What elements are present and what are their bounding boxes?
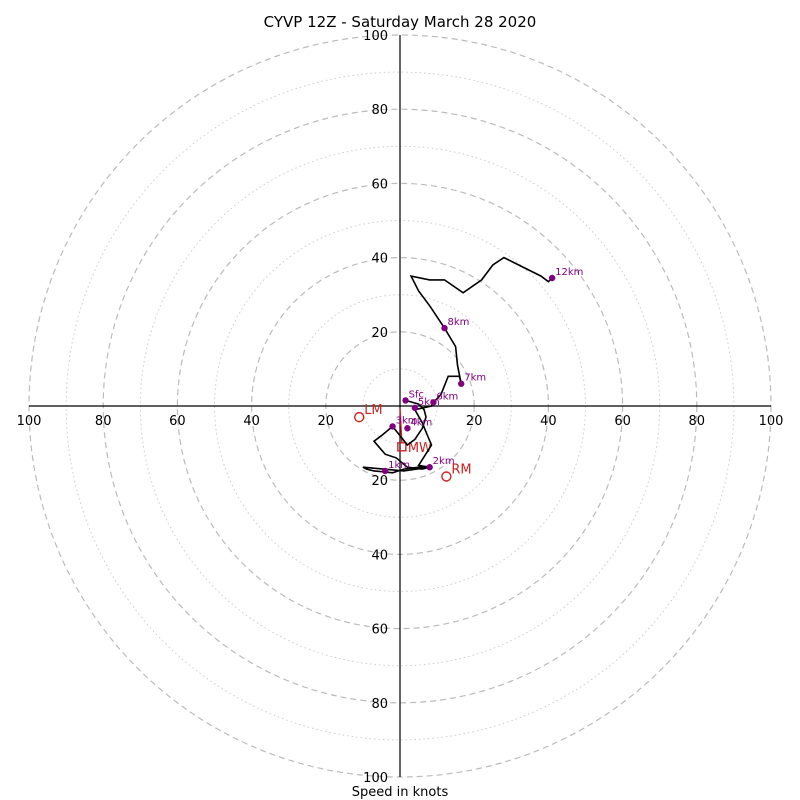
- x-axis-label: Speed in knots: [352, 785, 449, 800]
- y-tick-label: 100: [363, 771, 388, 786]
- y-tick-label: 40: [371, 252, 388, 267]
- x-tick-label: 40: [243, 414, 260, 429]
- y-tick-label: 100: [363, 29, 388, 44]
- height-marker-label: 6km: [436, 391, 458, 402]
- height-marker-point: [548, 274, 556, 282]
- height-marker-point: [381, 467, 389, 475]
- axes: [29, 35, 771, 777]
- storm-motion-marker: [353, 411, 365, 423]
- x-tick-label: 80: [95, 414, 112, 429]
- chart-title: CYVP 12Z - Saturday March 28 2020: [264, 13, 537, 31]
- y-tick-label: 20: [371, 326, 388, 341]
- height-marker-label: 2km: [433, 456, 455, 467]
- height-marker-label: 5km: [418, 397, 440, 408]
- height-marker-label: Sfc: [409, 389, 424, 400]
- height-marker-point: [458, 380, 465, 387]
- height-marker-point: [411, 404, 419, 412]
- x-tick-label: 100: [759, 414, 784, 429]
- x-tick-label: 80: [689, 414, 706, 429]
- storm-motion-label: RM: [451, 462, 471, 477]
- x-tick-label: 20: [318, 414, 335, 429]
- x-tick-label: 40: [540, 414, 557, 429]
- height-marker-label: 8km: [448, 317, 470, 328]
- storm-motion-markers: LM RM MW: [353, 403, 472, 482]
- height-marker-point: [426, 464, 433, 471]
- x-tick-label: 60: [614, 414, 631, 429]
- mean-wind-label: MW: [408, 441, 432, 456]
- hodograph-trace: [362, 256, 553, 474]
- height-marker-label: 4km: [410, 417, 432, 428]
- height-marker-point: [389, 423, 396, 430]
- mean-wind-marker: [397, 442, 407, 452]
- height-marker-point: [430, 399, 437, 406]
- y-tick-label: 80: [371, 103, 388, 118]
- hodograph-trace-group: [362, 256, 553, 474]
- height-marker-label: 12km: [555, 267, 583, 278]
- x-tick-label: 100: [17, 414, 42, 429]
- height-marker-point: [441, 324, 448, 332]
- x-tick-label: 60: [169, 414, 186, 429]
- y-tick-label: 40: [371, 548, 388, 563]
- y-tick-label: 60: [371, 177, 388, 192]
- tick-labels: 100 80 60 40 20 20 40 60 80 100 100 80 60 40 20 20 40 60 8…: [17, 29, 784, 786]
- y-tick-label: 80: [371, 697, 388, 712]
- height-marker-label: 1km: [388, 460, 410, 471]
- height-marker-point: [402, 397, 409, 404]
- height-marker-point: [404, 425, 411, 432]
- y-tick-label: 20: [371, 474, 388, 489]
- height-marker-label: 3km: [396, 415, 418, 426]
- height-marker-label: 7km: [464, 373, 486, 384]
- y-tick-label: 60: [371, 623, 388, 638]
- storm-motion-marker: [441, 471, 452, 482]
- x-tick-label: 20: [466, 414, 483, 429]
- storm-motion-label: LM: [364, 403, 382, 418]
